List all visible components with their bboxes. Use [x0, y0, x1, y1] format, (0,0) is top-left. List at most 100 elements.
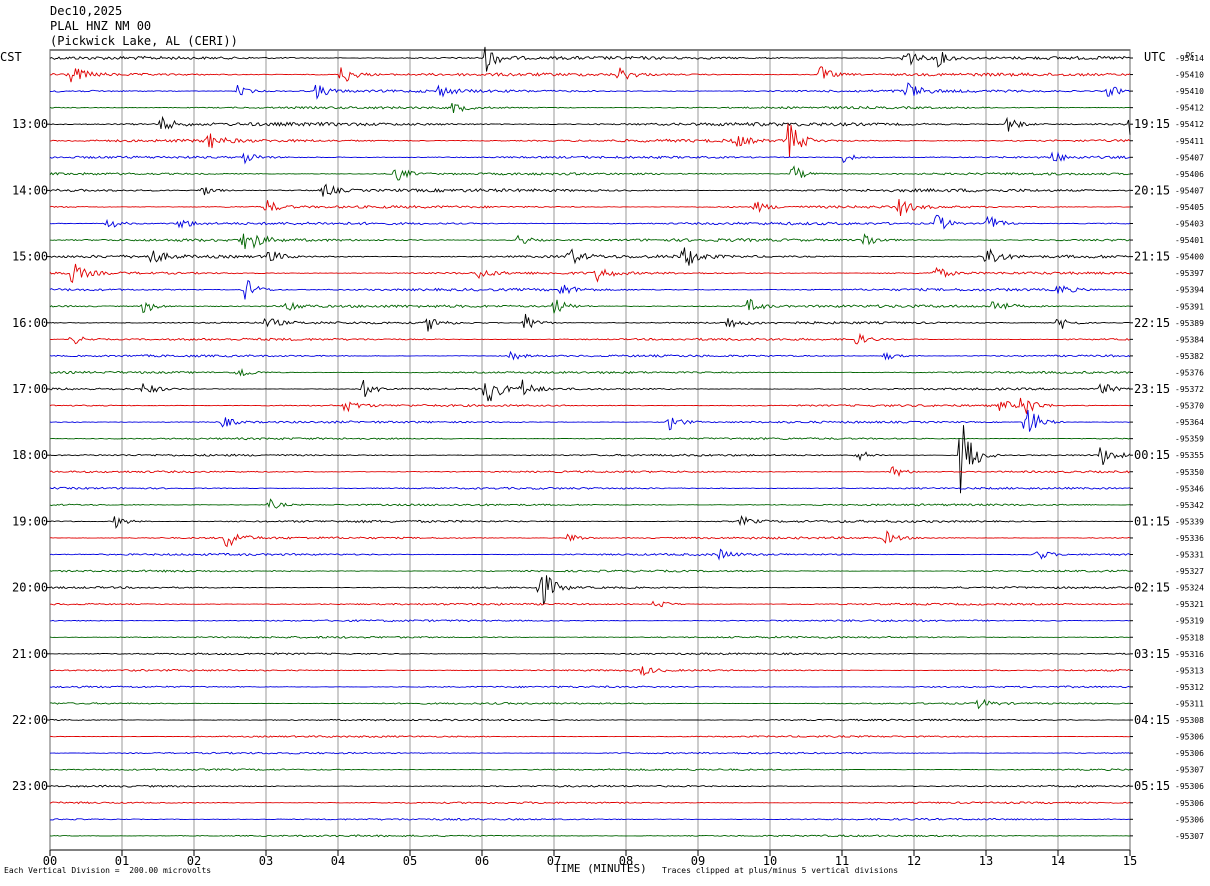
- x-tick-label: 02: [187, 854, 201, 868]
- dc-offset-label: -95410: [1175, 71, 1204, 80]
- x-tick-label: 06: [475, 854, 489, 868]
- trace-green: [49, 698, 1131, 710]
- dc-offset-label: -95307: [1175, 832, 1204, 841]
- right-hour-label: 19:15: [1134, 117, 1170, 131]
- dc-offset-label: -95327: [1175, 567, 1204, 576]
- dc-offset-label: -95400: [1175, 253, 1204, 262]
- left-hour-label: 21:00: [12, 647, 48, 661]
- right-hour-label: 03:15: [1134, 647, 1170, 661]
- dc-offset-label: -95403: [1175, 220, 1204, 229]
- trace-red: [49, 530, 1131, 548]
- trace-blue: [49, 619, 1131, 623]
- left-hour-label: 17:00: [12, 382, 48, 396]
- trace-green: [49, 834, 1131, 838]
- right-hour-label: 05:15: [1134, 779, 1170, 793]
- x-axis-title: TIME (MINUTES): [554, 862, 647, 875]
- left-hour-label: 13:00: [12, 117, 48, 131]
- right-hour-label: 04:15: [1134, 713, 1170, 727]
- dc-offset-label: -95359: [1175, 435, 1204, 444]
- right-hour-label: 01:15: [1134, 514, 1170, 528]
- left-hour-label: 14:00: [12, 183, 48, 197]
- trace-black: [49, 784, 1131, 788]
- right-hour-label: 02:15: [1134, 581, 1170, 595]
- x-tick-label: 08: [619, 854, 633, 868]
- right-hour-label: 21:15: [1134, 250, 1170, 264]
- dc-offset-label: -95405: [1175, 203, 1204, 212]
- x-tick-label: 03: [259, 854, 273, 868]
- dc-offset-label: -95355: [1175, 451, 1204, 460]
- dc-offset-label: -95407: [1175, 186, 1204, 195]
- trace-red: [49, 397, 1131, 414]
- trace-green: [49, 102, 1131, 113]
- trace-red: [50, 600, 1131, 608]
- dc-offset-label: -95318: [1175, 633, 1204, 642]
- trace-black: [49, 575, 1130, 605]
- dc-offset-label: -95412: [1175, 120, 1204, 129]
- trace-green: [49, 635, 1131, 639]
- left-hour-label: 23:00: [12, 779, 48, 793]
- dc-offset-label: -95311: [1175, 699, 1204, 708]
- x-tick-label: 14: [1051, 854, 1065, 868]
- left-hour-label: 22:00: [12, 713, 48, 727]
- dc-offset-label: -95307: [1175, 766, 1204, 775]
- trace-black: [49, 183, 1131, 197]
- left-hour-label: 18:00: [12, 448, 48, 462]
- dc-offset-label: -95308: [1175, 716, 1204, 725]
- right-hour-label: 00:15: [1134, 448, 1170, 462]
- trace-red: [49, 66, 1131, 83]
- trace-blue: [49, 817, 1131, 821]
- dc-offset-label: -95376: [1175, 368, 1204, 377]
- dc-offset-label: -95306: [1175, 799, 1204, 808]
- trace-red: [49, 198, 1131, 216]
- left-hour-label: 20:00: [12, 581, 48, 595]
- trace-red: [49, 801, 1131, 805]
- x-tick-label: 07: [547, 854, 561, 868]
- location-label: (Pickwick Lake, AL (CERI)): [50, 34, 238, 48]
- scale-note: Each Vertical Division = 200.00 microvol…: [4, 866, 212, 875]
- trace-red: [49, 332, 1131, 345]
- trace-green: [49, 233, 1131, 250]
- trace-blue: [49, 685, 1131, 689]
- x-tick-label: 00: [43, 854, 57, 868]
- dc-offset-label: -95346: [1175, 484, 1204, 493]
- dc-offset-label: -95306: [1175, 782, 1204, 791]
- trace-blue: [49, 548, 1131, 561]
- trace-blue: [49, 409, 1131, 432]
- trace-blue: [49, 350, 1131, 361]
- trace-blue: [49, 751, 1131, 755]
- x-tick-label: 15: [1123, 854, 1137, 868]
- trace-black: [49, 425, 1131, 494]
- trace-green: [49, 437, 1131, 441]
- trace-blue: [49, 82, 1131, 100]
- x-tick-label: 09: [691, 854, 705, 868]
- dc-header: DC: [1186, 51, 1194, 59]
- clip-note: Traces clipped at plus/minus 5 vertical …: [662, 866, 899, 875]
- trace-red: [49, 735, 1131, 739]
- trace-green: [49, 367, 1130, 377]
- dc-offset-label: -95411: [1175, 137, 1204, 146]
- dc-offset-label: -95342: [1175, 501, 1204, 510]
- dc-offset-label: -95389: [1175, 319, 1204, 328]
- trace-green: [49, 298, 1131, 314]
- trace-black: [49, 247, 1131, 266]
- right-hour-label: 20:15: [1134, 183, 1170, 197]
- left-timezone-label: CST: [0, 50, 22, 64]
- date-label: Dec10,2025: [50, 4, 123, 18]
- trace-black: [49, 652, 1131, 656]
- trace-blue: [49, 151, 1131, 165]
- trace-black: [49, 514, 1131, 529]
- dc-offset-label: -95397: [1175, 269, 1204, 278]
- dc-offset-label: -95306: [1175, 733, 1204, 742]
- dc-offset-label: -95382: [1175, 352, 1204, 361]
- dc-offset-label: -95336: [1175, 534, 1204, 543]
- left-hour-label: 15:00: [12, 250, 48, 264]
- dc-offset-label: -95407: [1175, 153, 1204, 162]
- x-tick-label: 13: [979, 854, 993, 868]
- trace-blue: [49, 279, 1131, 300]
- trace-green: [49, 165, 1131, 181]
- trace-black: [50, 718, 1131, 722]
- station-label: PLAL HNZ NM 00: [50, 19, 152, 33]
- trace-black: [49, 46, 1131, 72]
- dc-offset-label: -95412: [1175, 104, 1204, 113]
